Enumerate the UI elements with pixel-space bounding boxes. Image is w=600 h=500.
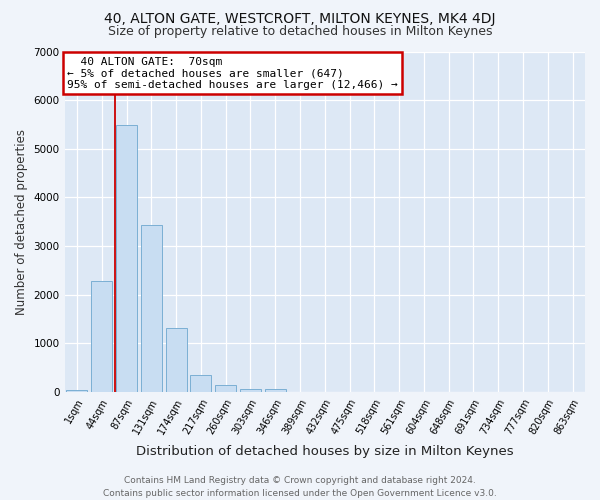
Bar	[265, 390, 286, 392]
Bar	[91, 281, 112, 392]
Text: Size of property relative to detached houses in Milton Keynes: Size of property relative to detached ho…	[108, 25, 492, 38]
Bar	[240, 388, 261, 392]
Bar	[67, 390, 88, 392]
Bar	[166, 328, 187, 392]
Bar	[141, 225, 162, 392]
Bar	[190, 374, 211, 392]
Text: 40 ALTON GATE:  70sqm  
← 5% of detached houses are smaller (647)
95% of semi-de: 40 ALTON GATE: 70sqm ← 5% of detached ho…	[67, 56, 398, 90]
Text: 40, ALTON GATE, WESTCROFT, MILTON KEYNES, MK4 4DJ: 40, ALTON GATE, WESTCROFT, MILTON KEYNES…	[104, 12, 496, 26]
Bar	[116, 126, 137, 392]
Y-axis label: Number of detached properties: Number of detached properties	[15, 129, 28, 315]
Text: Contains HM Land Registry data © Crown copyright and database right 2024.
Contai: Contains HM Land Registry data © Crown c…	[103, 476, 497, 498]
Bar	[215, 384, 236, 392]
X-axis label: Distribution of detached houses by size in Milton Keynes: Distribution of detached houses by size …	[136, 444, 514, 458]
